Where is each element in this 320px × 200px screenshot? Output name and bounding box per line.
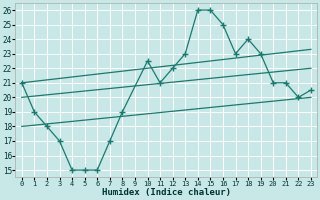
X-axis label: Humidex (Indice chaleur): Humidex (Indice chaleur) (102, 188, 231, 197)
